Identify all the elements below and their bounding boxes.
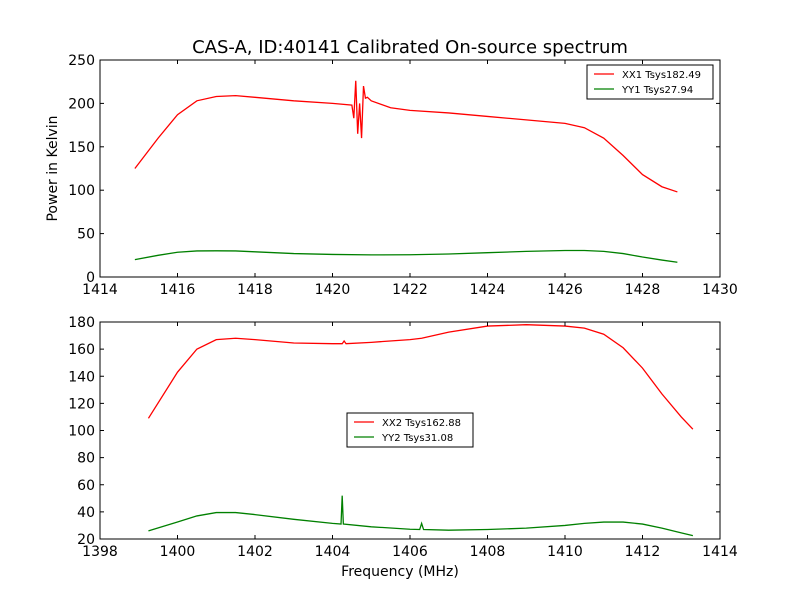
y-tick-label: 160 [68, 342, 95, 358]
x-tick-label: 1418 [237, 282, 273, 298]
series-line-1 [134, 80, 678, 193]
series-line-2 [148, 495, 694, 537]
x-tick-label: 1426 [547, 282, 583, 298]
x-tick-label: 1424 [470, 282, 506, 298]
x-tick-label: 1408 [470, 544, 506, 560]
chart-title: CAS-A, ID:40141 Calibrated On-source spe… [192, 37, 628, 58]
legend: XX2 Tsys162.88 YY2 Tsys31.08 [346, 412, 474, 448]
y-tick-label: 120 [68, 396, 95, 412]
y-tick-label: 140 [68, 369, 95, 385]
x-tick-label: 1428 [625, 282, 661, 298]
y-tick-label: 0 [86, 270, 95, 286]
legend-label: XX1 Tsys182.49 [622, 70, 701, 81]
x-tick-label: 1406 [392, 544, 428, 560]
legend-label: YY2 Tsys31.08 [381, 433, 453, 444]
y-tick-label: 20 [77, 532, 95, 548]
x-tick-label: 1402 [237, 544, 273, 560]
top-panel: 1414 1416 1418 1420 1422 1424 1426 1428 1430 0 50 1… [45, 53, 738, 298]
x-tick-label: 1416 [160, 282, 196, 298]
y-tick-label: 200 [68, 96, 95, 112]
legend-label: XX2 Tsys162.88 [382, 418, 461, 429]
y-tick-label: 150 [68, 140, 95, 156]
series-line-2 [134, 249, 678, 263]
legend-label: YY1 Tsys27.94 [621, 85, 693, 96]
legend: XX1 Tsys182.49 YY1 Tsys27.94 [586, 64, 714, 100]
y-tick-label: 250 [68, 53, 95, 69]
series-line-1 [147, 324, 694, 430]
y-tick-label: 50 [77, 227, 95, 243]
x-tick-label: 1420 [315, 282, 351, 298]
legend-box [346, 412, 474, 448]
x-tick-label: 1400 [160, 544, 196, 560]
y-tick-label: 100 [68, 183, 95, 199]
y-tick-label: 80 [77, 451, 95, 467]
x-axis-label: Frequency (MHz) [341, 564, 459, 580]
x-tick-label: 1414 [82, 282, 118, 298]
x-tick-label: 1398 [82, 544, 118, 560]
x-tick-label: 1414 [702, 544, 738, 560]
x-tick-label: 1412 [625, 544, 661, 560]
y-tick-label: 60 [77, 478, 95, 494]
x-tick-label: 1410 [547, 544, 583, 560]
bottom-panel: 1398 1400 1402 1404 1406 1408 1410 1412 1414 20 40… [68, 315, 738, 580]
y-tick-label: 180 [68, 315, 95, 331]
y-tick-label: 40 [77, 505, 95, 521]
legend-box [586, 64, 714, 100]
x-tick-label: 1404 [315, 544, 351, 560]
y-axis-label: Power in Kelvin [45, 115, 61, 221]
x-tick-label: 1422 [392, 282, 428, 298]
y-tick-label: 100 [68, 424, 95, 440]
x-tick-label: 1430 [702, 282, 738, 298]
